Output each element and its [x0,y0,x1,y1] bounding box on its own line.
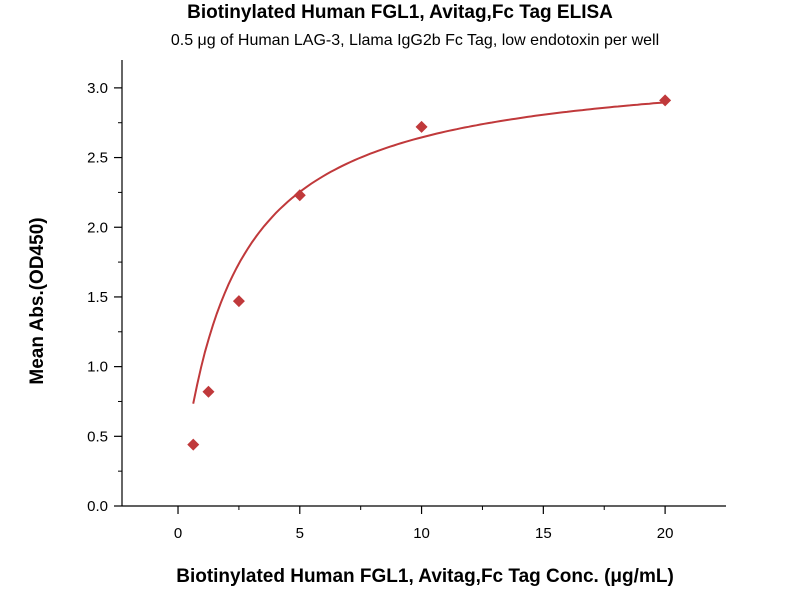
data-point-marker [187,438,200,451]
fit-curve [192,101,666,404]
axes [121,60,726,507]
x-tick-label: 20 [657,525,674,542]
x-tick-label: 10 [413,525,430,542]
y-tick-label: 0.0 [87,498,108,515]
data-point-marker [202,385,215,398]
chart-title: Biotinylated Human FGL1, Avitag,Fc Tag E… [187,2,613,23]
x-axis-ticks: 0 5 10 15 20 [174,506,674,542]
y-tick-label: 0.5 [87,428,108,445]
x-tick-label: 5 [296,525,304,542]
y-tick-label: 2.0 [87,219,108,236]
y-tick-label: 2.5 [87,150,108,167]
y-tick-label: 3.0 [87,80,108,97]
chart-subtitle: 0.5 μg of Human LAG-3, Llama IgG2b Fc Ta… [170,32,660,49]
data-point-marker [659,94,672,107]
data-point-marker [232,295,245,308]
y-tick-label: 1.5 [87,289,108,306]
x-tick-label: 0 [174,525,182,542]
x-tick-label: 15 [535,525,552,542]
y-tick-label: 1.0 [87,359,108,376]
y-axis-label: Mean Abs.(OD450) [27,217,48,385]
data-point-marker [415,120,428,133]
data-point-marker [293,189,306,202]
x-axis-label: Biotinylated Human FGL1, Avitag,Fc Tag C… [176,566,674,587]
data-markers [187,94,672,451]
y-axis-ticks: 0.0 0.5 1.0 1.5 2.0 2.5 3.0 [87,80,122,515]
